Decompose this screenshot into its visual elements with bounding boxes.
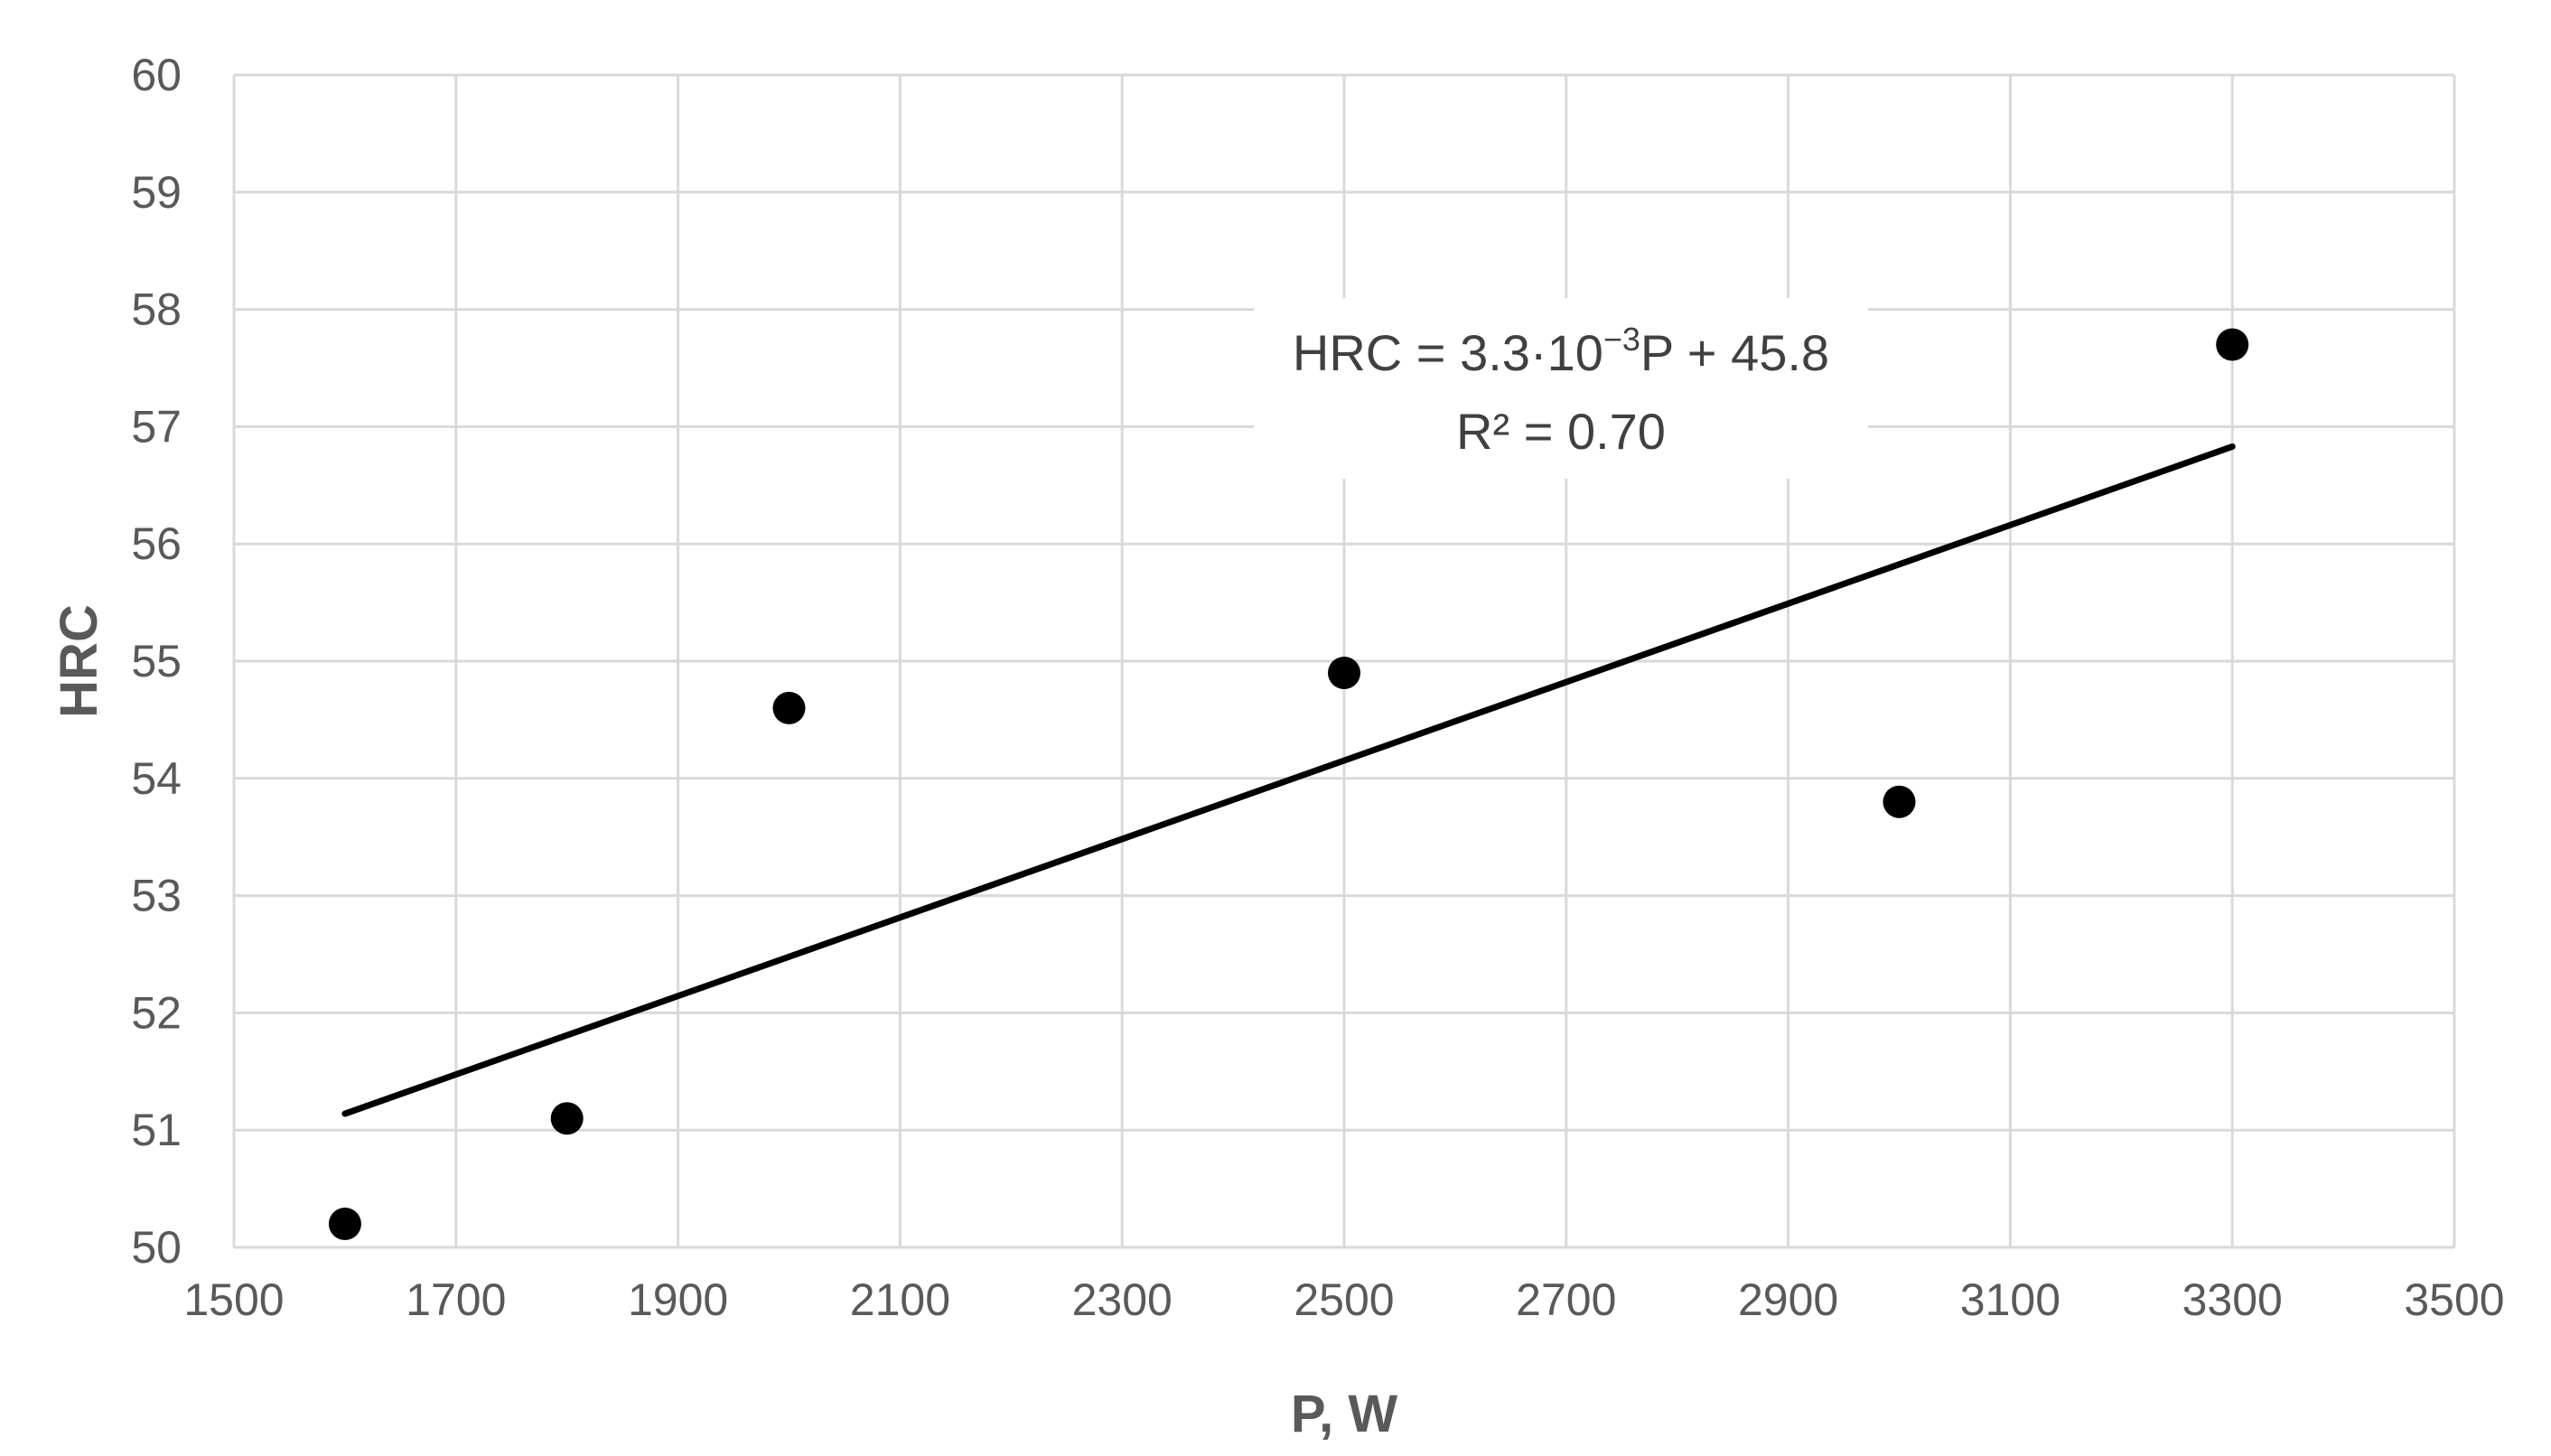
y-tick-label: 58 — [131, 285, 182, 335]
trendline-equation: HRC = 3.3·10−3P + 45.8 — [1293, 321, 1829, 381]
x-tick-label: 3300 — [2182, 1274, 2283, 1325]
y-tick-label: 51 — [131, 1105, 182, 1155]
y-axis-title: HRC — [50, 604, 108, 718]
data-point — [328, 1208, 361, 1241]
gridlines — [232, 73, 2456, 1249]
x-tick-label: 2100 — [850, 1274, 950, 1325]
y-tick-label: 55 — [131, 636, 182, 686]
x-tick-label: 1500 — [183, 1274, 284, 1325]
trendline-layer — [341, 443, 2236, 1117]
data-point — [1328, 656, 1360, 689]
trendline-annotation: HRC = 3.3·10−3P + 45.8 R² = 0.70 — [1254, 298, 1868, 479]
data-point — [772, 691, 806, 724]
y-tick-label: 52 — [131, 987, 182, 1038]
x-tick-label: 3500 — [2404, 1274, 2504, 1325]
data-point — [550, 1102, 584, 1135]
x-tick-label: 2500 — [1294, 1274, 1394, 1325]
annotation-background — [1254, 298, 1868, 479]
y-tick-label: 59 — [131, 167, 182, 218]
equation-suffix: P + 45.8 — [1640, 324, 1829, 381]
equation-prefix: HRC = 3.3·10 — [1293, 324, 1603, 381]
x-tick-label: 2700 — [1516, 1274, 1616, 1325]
y-tick-label: 53 — [131, 871, 182, 921]
y-tick-label: 54 — [131, 753, 182, 804]
x-tick-label: 2300 — [1072, 1274, 1173, 1325]
trendline-r-squared: R² = 0.70 — [1456, 403, 1666, 460]
x-axis-title: P, W — [1291, 1385, 1397, 1443]
x-axis-tick-labels: 1500 1700 1900 2100 2300 2500 2700 2900 3100 3300… — [183, 1274, 2504, 1325]
x-tick-label: 1900 — [628, 1274, 728, 1325]
equation-exponent: −3 — [1603, 321, 1640, 358]
y-axis-tick-labels: 50 51 52 53 54 55 56 57 58 59 60 — [131, 50, 182, 1273]
y-tick-label: 60 — [131, 50, 182, 100]
data-point — [2216, 328, 2249, 361]
trendline — [341, 443, 2236, 1117]
data-points — [328, 328, 2249, 1241]
data-point — [1883, 785, 1916, 818]
y-tick-label: 56 — [131, 518, 182, 569]
x-tick-label: 3100 — [1960, 1274, 2060, 1325]
x-tick-label: 2900 — [1738, 1274, 1838, 1325]
x-tick-label: 1700 — [406, 1274, 506, 1325]
y-tick-label: 50 — [131, 1222, 182, 1273]
y-tick-label: 57 — [131, 401, 182, 452]
